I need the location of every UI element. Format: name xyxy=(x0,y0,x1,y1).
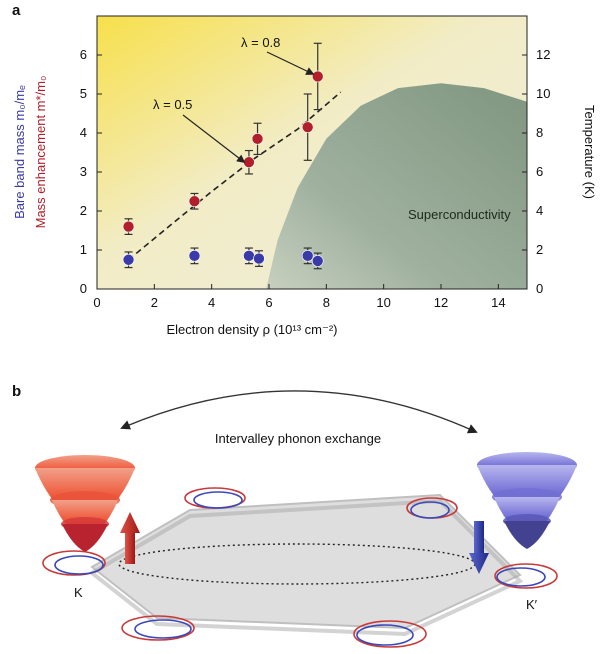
intervalley-exchange-label: Intervalley phonon exchange xyxy=(215,431,381,446)
x-axis-label: Electron density ρ (10¹³ cm⁻²) xyxy=(166,322,337,337)
y-right-label: Temperature (K) xyxy=(582,105,597,199)
spin-up-arrow xyxy=(120,512,140,564)
y-left-tick-label: 0 xyxy=(80,281,87,296)
panel-a-letter: a xyxy=(12,2,21,19)
hexagon-shadow xyxy=(88,498,524,637)
lambda-05-arrow xyxy=(182,114,246,164)
y-right-tick-label: 6 xyxy=(536,164,543,179)
valley-k-prime-label: K′ xyxy=(526,597,538,612)
x-tick-label: 2 xyxy=(151,295,158,310)
mass-enhancement-point xyxy=(243,156,255,169)
mass-enhancement-point xyxy=(311,70,324,83)
y-left-tick-label: 4 xyxy=(80,125,87,140)
fermi-pocket-bottom-left xyxy=(121,615,195,641)
x-tick-label: 0 xyxy=(93,295,100,310)
valley-k-label: K xyxy=(74,585,83,600)
y-left-tick-label: 5 xyxy=(80,86,87,101)
y-right-tick-label: 8 xyxy=(536,125,543,140)
y-left-label-bare-mass: Bare band mass m₀/mₑ xyxy=(12,85,27,219)
mass-enhancement-point xyxy=(188,195,201,208)
data-points xyxy=(122,42,324,270)
x-tick-label: 14 xyxy=(491,295,505,310)
bare-band-mass-point xyxy=(188,250,201,262)
y-right-tick-label: 2 xyxy=(536,242,543,257)
y-left-tick-label: 6 xyxy=(80,47,87,62)
y-right-tick-label: 4 xyxy=(536,203,543,218)
panel-b-illustration: Intervalley phonon exchange K K′ xyxy=(35,390,577,648)
lambda-08-label: λ = 0.8 xyxy=(241,35,280,50)
brillouin-zone-hexagon xyxy=(90,493,522,630)
fermi-pocket-left xyxy=(42,550,106,576)
fermi-pocket-top-left xyxy=(184,487,246,509)
valley-k-cone xyxy=(35,455,135,552)
bare-band-mass-point xyxy=(311,255,324,267)
x-tick-label: 4 xyxy=(208,295,215,310)
panel-b-letter: b xyxy=(12,383,22,400)
y-right-tick-label: 10 xyxy=(536,86,550,101)
plot-frame xyxy=(96,15,528,290)
bare-band-mass-point xyxy=(122,253,135,266)
fermi-pocket-bottom-right xyxy=(353,620,427,648)
bare-band-mass-point xyxy=(253,252,265,265)
bare-band-mass-point xyxy=(301,250,314,262)
y-right-tick-label: 0 xyxy=(536,281,543,296)
y-left-label-mass-enhancement: Mass enhancement m*/m₀ xyxy=(33,76,48,229)
mass-enhancement-point xyxy=(301,121,314,133)
fermi-pocket-right xyxy=(494,563,558,589)
superconductivity-dome xyxy=(266,83,527,289)
valley-k-prime-cone xyxy=(477,452,577,549)
intervalley-exchange-arrow xyxy=(120,390,478,434)
superconductivity-label: Superconductivity xyxy=(408,207,511,222)
x-tick-label: 10 xyxy=(376,295,390,310)
y-left-tick-label: 1 xyxy=(80,242,87,257)
bare-band-mass-point xyxy=(243,250,255,262)
mass-enhancement-point xyxy=(251,133,264,145)
y-left-tick-label: 2 xyxy=(80,203,87,218)
x-tick-label: 8 xyxy=(323,295,330,310)
fermi-pocket-top-right xyxy=(406,497,458,519)
lambda-08-arrow xyxy=(266,51,315,75)
mass-enhancement-point xyxy=(122,220,135,233)
y-left-tick-label: 3 xyxy=(80,164,87,179)
spin-down-arrow xyxy=(469,521,489,574)
y-right-tick-label: 12 xyxy=(536,47,550,62)
lambda-05-label: λ = 0.5 xyxy=(153,97,192,112)
x-tick-label: 12 xyxy=(434,295,448,310)
x-tick-label: 6 xyxy=(265,295,272,310)
